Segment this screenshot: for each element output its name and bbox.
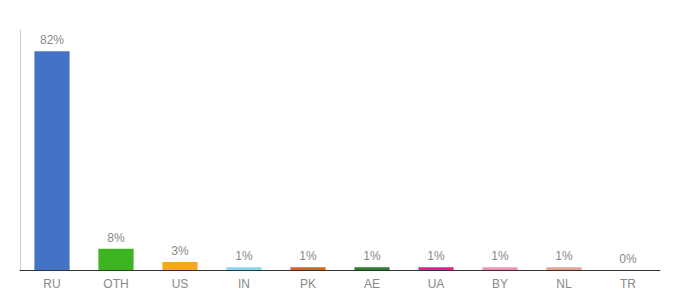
svg-text:AE: AE (364, 277, 380, 291)
svg-text:RU: RU (43, 277, 60, 291)
svg-text:1%: 1% (235, 249, 253, 263)
svg-text:1%: 1% (491, 249, 509, 263)
svg-text:1%: 1% (299, 249, 317, 263)
svg-text:1%: 1% (555, 249, 573, 263)
svg-text:PK: PK (300, 277, 316, 291)
svg-text:BY: BY (492, 277, 508, 291)
svg-text:US: US (172, 277, 189, 291)
svg-text:1%: 1% (363, 249, 381, 263)
svg-text:OTH: OTH (103, 277, 128, 291)
svg-text:0%: 0% (619, 252, 637, 266)
svg-text:3%: 3% (171, 244, 189, 258)
svg-text:82%: 82% (40, 33, 64, 47)
svg-text:8%: 8% (107, 231, 125, 245)
svg-text:NL: NL (556, 277, 572, 291)
svg-text:IN: IN (238, 277, 250, 291)
svg-text:UA: UA (428, 277, 445, 291)
svg-text:TR: TR (620, 277, 636, 291)
svg-text:1%: 1% (427, 249, 445, 263)
